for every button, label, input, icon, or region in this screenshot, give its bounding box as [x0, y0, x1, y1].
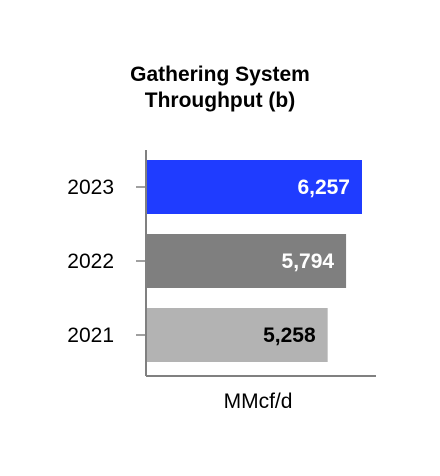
bar-value-label-2021: 5,258: [263, 324, 316, 347]
y-tick-label-2022: 2022: [67, 250, 114, 273]
y-tick-label-2021: 2021: [67, 324, 114, 347]
x-axis-label: MMcf/d: [224, 390, 293, 413]
bars-group: 2023 6,257 2022 5,794 2021 5,258: [67, 160, 362, 362]
chart-title: Gathering System Throughput (b): [0, 62, 440, 114]
bar-value-label-2023: 6,257: [297, 176, 350, 199]
bar-value-label-2022: 5,794: [282, 250, 335, 273]
bar-2022: [147, 234, 347, 288]
bar-2023: [147, 160, 362, 214]
y-tick-label-2023: 2023: [67, 176, 114, 199]
bar-2021: [147, 308, 328, 362]
chart-title-line-2: Throughput (b): [144, 89, 296, 112]
chart-title-line-1: Gathering System: [130, 63, 310, 86]
